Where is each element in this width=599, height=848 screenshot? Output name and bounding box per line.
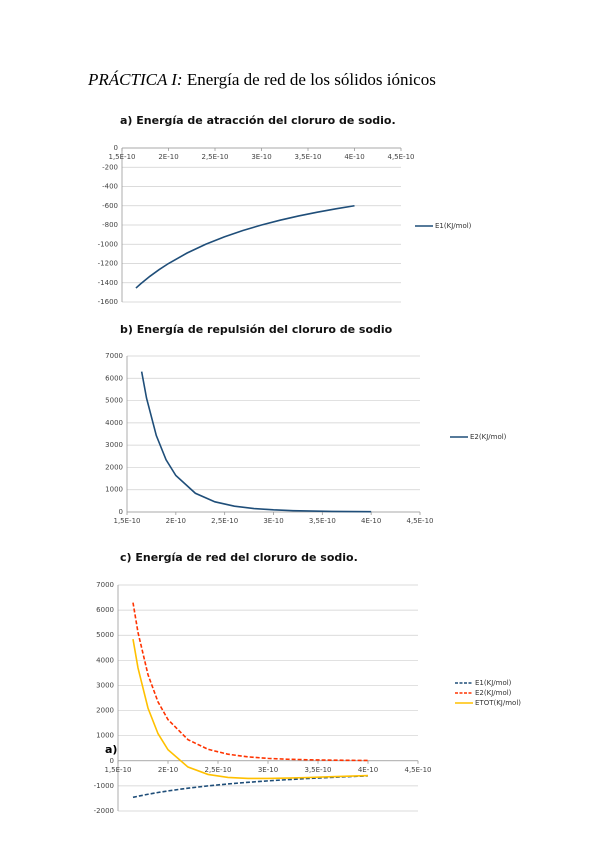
y-tick-label: -600 xyxy=(102,202,118,210)
y-tick-label: 2000 xyxy=(105,463,123,471)
y-tick-label: 5000 xyxy=(105,397,123,405)
legend-label: ETOT(KJ/mol) xyxy=(475,699,521,707)
annotation: a) xyxy=(105,743,117,756)
x-tick-label: 4,5E-10 xyxy=(407,517,434,525)
y-tick-label: -1200 xyxy=(98,260,118,268)
x-tick-label: 3,5E-10 xyxy=(295,153,322,161)
y-tick-label: -400 xyxy=(102,183,118,191)
y-tick-label: 7000 xyxy=(105,352,123,360)
series-line xyxy=(140,371,372,513)
heading-title: Energía de red de los sólidos iónicos xyxy=(187,70,436,89)
y-tick-label: 0 xyxy=(114,144,118,152)
y-tick-label: 3000 xyxy=(105,441,123,449)
y-tick-label: 5000 xyxy=(96,631,114,639)
y-tick-label: 0 xyxy=(119,508,123,516)
x-tick-label: 2E-10 xyxy=(158,153,178,161)
y-tick-label: -200 xyxy=(102,163,118,171)
y-tick-label: -2000 xyxy=(94,807,114,815)
x-tick-label: 3E-10 xyxy=(251,153,271,161)
y-tick-label: -1600 xyxy=(98,298,118,306)
y-tick-label: 3000 xyxy=(96,681,114,689)
series-line xyxy=(135,204,355,289)
y-tick-label: 7000 xyxy=(96,581,114,589)
legend-label: E2(KJ/mol) xyxy=(470,433,507,441)
heading: PRÁCTICA I: Energía de red de los sólido… xyxy=(87,70,436,89)
series-line xyxy=(132,638,369,780)
x-tick-label: 3E-10 xyxy=(263,517,283,525)
x-tick-label: 2E-10 xyxy=(166,517,186,525)
chart-title: a) Energía de atracción del cloruro de s… xyxy=(120,114,396,127)
x-tick-label: 1,5E-10 xyxy=(109,153,136,161)
series-line xyxy=(132,602,369,762)
y-tick-label: -1000 xyxy=(98,240,118,248)
legend-label: E1(KJ/mol) xyxy=(475,679,512,687)
x-tick-label: 2,5E-10 xyxy=(205,766,232,774)
y-tick-label: 4000 xyxy=(96,656,114,664)
x-tick-label: 2E-10 xyxy=(158,766,178,774)
y-tick-label: 2000 xyxy=(96,707,114,715)
x-tick-label: 4E-10 xyxy=(344,153,364,161)
x-tick-label: 4,5E-10 xyxy=(405,766,432,774)
y-tick-label: -1400 xyxy=(98,279,118,287)
y-tick-label: 0 xyxy=(110,757,114,765)
x-tick-label: 2,5E-10 xyxy=(211,517,238,525)
x-tick-label: 3E-10 xyxy=(258,766,278,774)
y-tick-label: 6000 xyxy=(96,606,114,614)
chart-title: c) Energía de red del cloruro de sodio. xyxy=(120,551,358,564)
y-tick-label: -800 xyxy=(102,221,118,229)
x-tick-label: 4E-10 xyxy=(361,517,381,525)
y-tick-label: -1000 xyxy=(94,782,114,790)
x-tick-label: 4E-10 xyxy=(358,766,378,774)
x-tick-label: 1,5E-10 xyxy=(105,766,132,774)
legend-label: E1(KJ/mol) xyxy=(435,222,472,230)
x-tick-label: 4,5E-10 xyxy=(388,153,415,161)
x-tick-label: 1,5E-10 xyxy=(114,517,141,525)
heading-prefix: PRÁCTICA I: xyxy=(87,70,183,89)
x-tick-label: 3,5E-10 xyxy=(309,517,336,525)
legend-label: E2(KJ/mol) xyxy=(475,689,512,697)
x-tick-label: 2,5E-10 xyxy=(202,153,229,161)
chart-title: b) Energía de repulsión del cloruro de s… xyxy=(120,323,393,336)
y-tick-label: 6000 xyxy=(105,374,123,382)
y-tick-label: 1000 xyxy=(105,486,123,494)
x-tick-label: 3,5E-10 xyxy=(305,766,332,774)
y-tick-label: 4000 xyxy=(105,419,123,427)
y-tick-label: 1000 xyxy=(96,732,114,740)
